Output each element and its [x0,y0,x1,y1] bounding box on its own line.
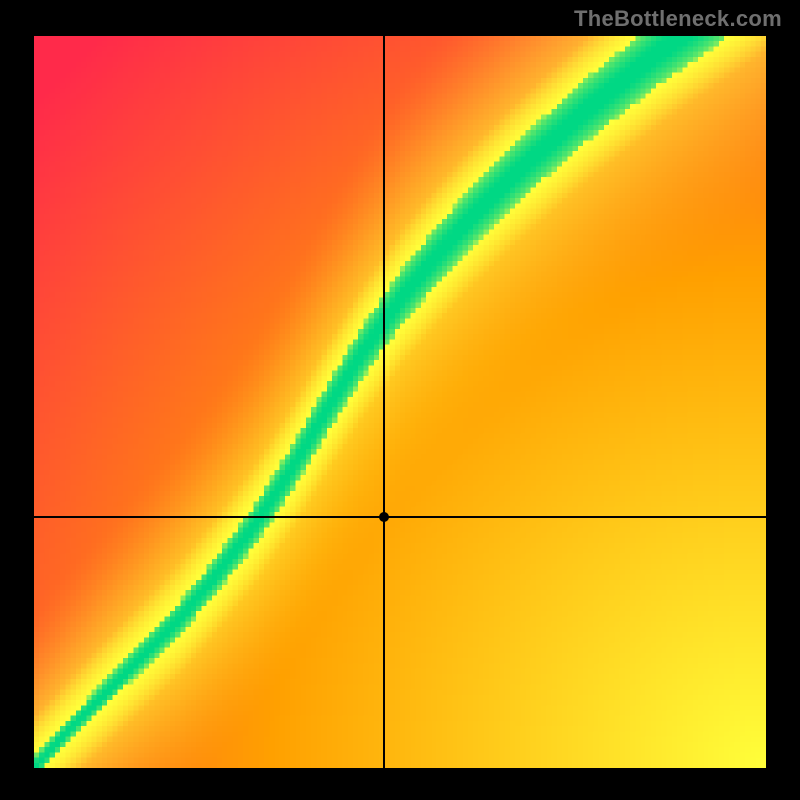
heatmap-plot [34,36,766,768]
heatmap-canvas [34,36,766,768]
crosshair-horizontal [34,516,766,518]
watermark-text: TheBottleneck.com [574,6,782,32]
crosshair-vertical [383,36,385,768]
crosshair-marker-dot [379,512,389,522]
chart-frame: TheBottleneck.com [0,0,800,800]
